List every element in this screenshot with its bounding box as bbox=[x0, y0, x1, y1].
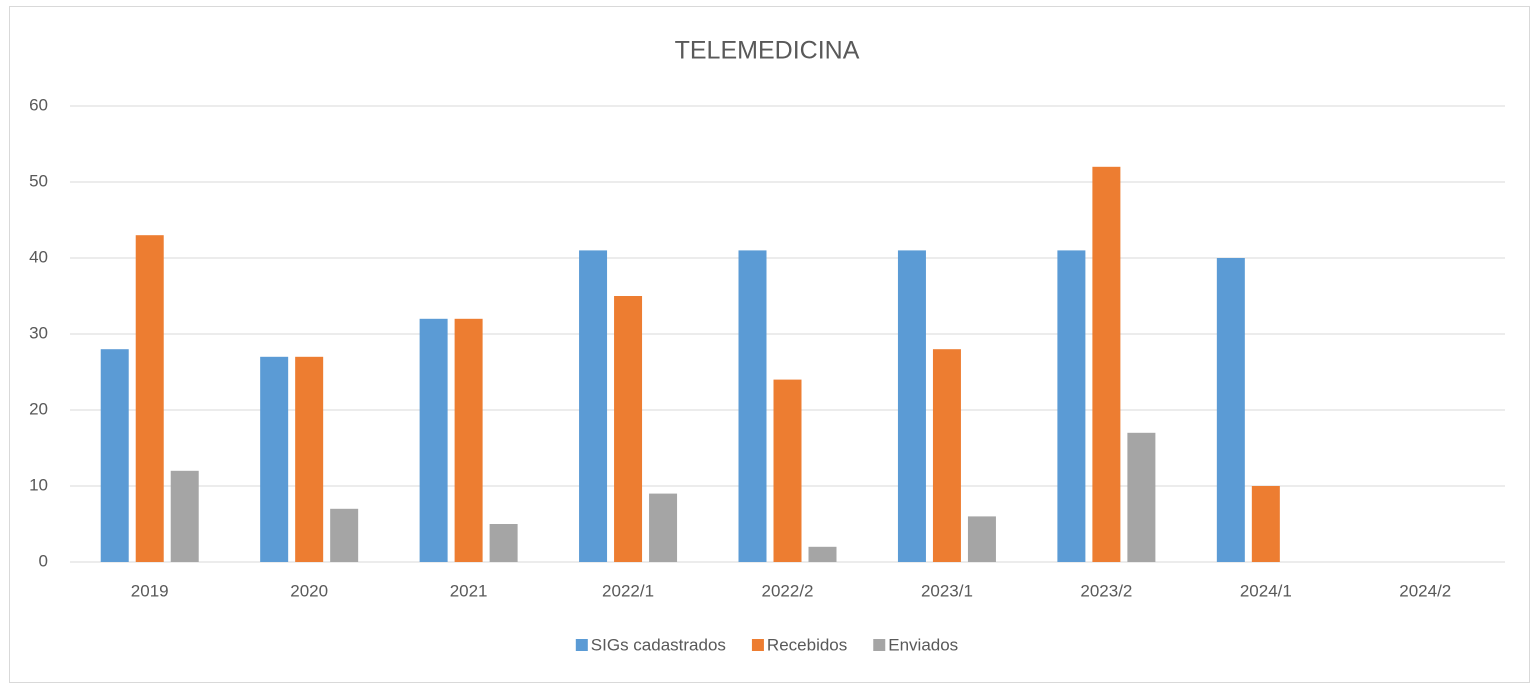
y-tick-label: 60 bbox=[29, 95, 48, 114]
bar bbox=[260, 356, 289, 562]
legend-label: Enviados bbox=[888, 635, 958, 654]
bar bbox=[738, 250, 767, 562]
legend-swatch bbox=[873, 639, 886, 651]
bar bbox=[932, 349, 961, 562]
bar bbox=[967, 516, 996, 562]
bar bbox=[419, 318, 448, 562]
x-tick-label: 2021 bbox=[450, 581, 488, 600]
x-tick-label: 2023/1 bbox=[921, 581, 973, 600]
chart-title: TELEMEDICINA bbox=[675, 37, 860, 65]
y-tick-label: 10 bbox=[29, 475, 48, 494]
x-tick-label: 2022/1 bbox=[602, 581, 654, 600]
y-tick-label: 50 bbox=[29, 171, 48, 190]
legend-swatch bbox=[575, 639, 588, 651]
chart-border bbox=[9, 6, 1530, 683]
bar bbox=[330, 508, 359, 562]
y-tick-label: 0 bbox=[39, 551, 48, 570]
x-tick-label: 2022/2 bbox=[762, 581, 814, 600]
x-tick-label: 2024/2 bbox=[1399, 581, 1451, 600]
x-tick-label: 2024/1 bbox=[1240, 581, 1292, 600]
bar bbox=[1092, 166, 1121, 563]
legend-label: SIGs cadastrados bbox=[591, 635, 726, 654]
bar bbox=[1216, 258, 1245, 562]
bar bbox=[614, 296, 643, 562]
y-tick-label: 20 bbox=[29, 399, 48, 418]
x-tick-label: 2023/2 bbox=[1080, 581, 1132, 600]
y-tick-label: 30 bbox=[29, 323, 48, 342]
bar bbox=[897, 250, 926, 562]
bar bbox=[1057, 250, 1086, 562]
x-tick-label: 2019 bbox=[131, 581, 169, 600]
y-tick-label: 40 bbox=[29, 247, 48, 266]
bar bbox=[1251, 486, 1280, 562]
bar bbox=[773, 379, 802, 562]
x-tick-label: 2020 bbox=[290, 581, 328, 600]
bar bbox=[170, 470, 199, 562]
bar bbox=[454, 318, 483, 562]
legend-swatch bbox=[751, 639, 764, 651]
legend-label: Recebidos bbox=[767, 635, 847, 654]
bar bbox=[579, 250, 608, 562]
bar bbox=[489, 524, 518, 562]
bar bbox=[1127, 432, 1156, 562]
bar bbox=[808, 546, 837, 562]
bar bbox=[100, 349, 129, 562]
bar bbox=[649, 493, 678, 562]
bar bbox=[295, 356, 324, 562]
bar bbox=[135, 235, 164, 562]
